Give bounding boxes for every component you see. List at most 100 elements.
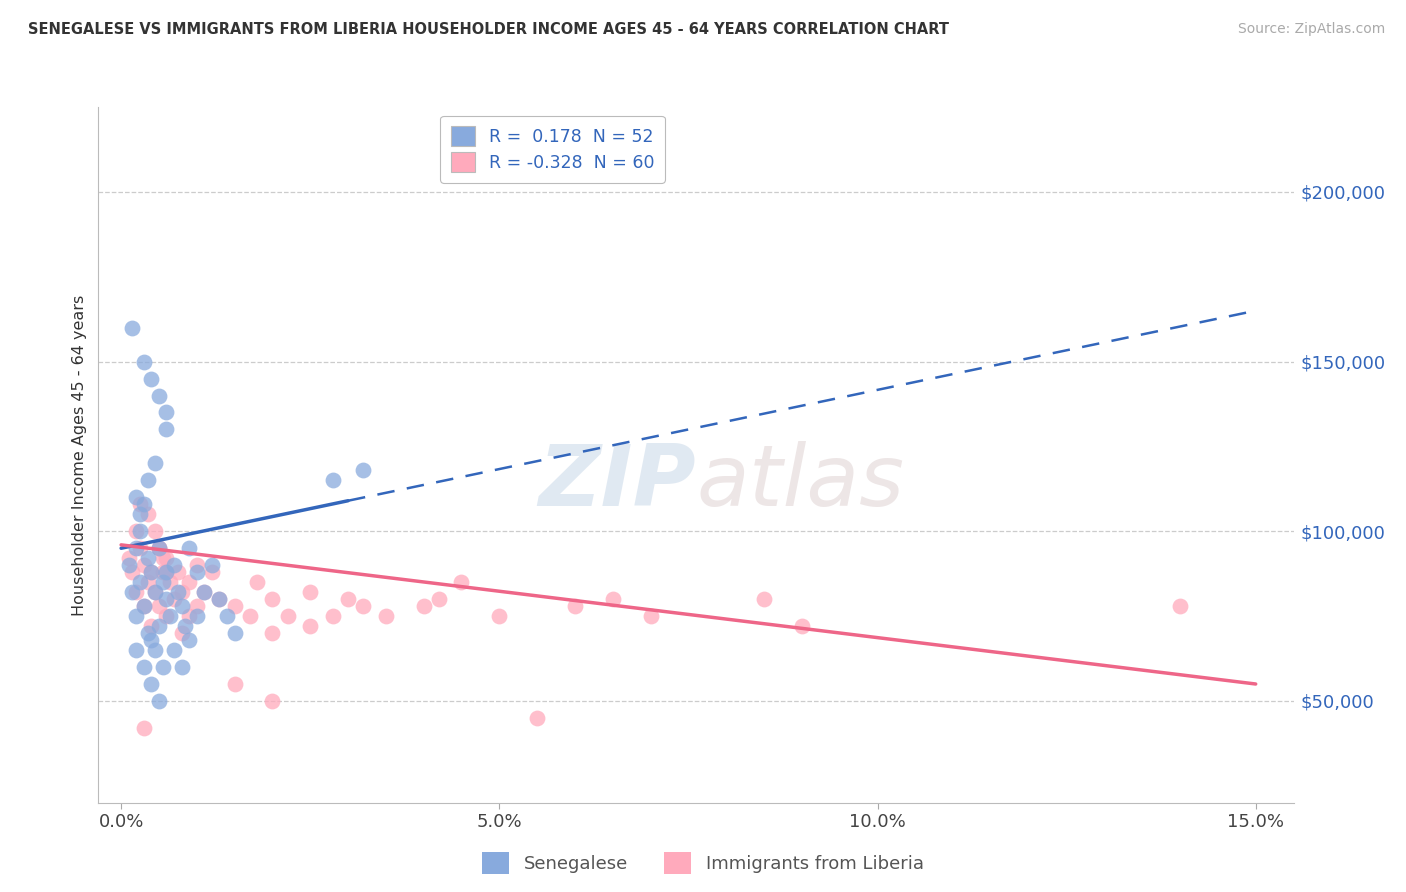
Point bbox=[170, 660, 193, 674]
Point bbox=[143, 524, 166, 539]
Point bbox=[224, 599, 246, 613]
Point bbox=[148, 541, 170, 556]
Point bbox=[193, 585, 215, 599]
Point bbox=[159, 575, 181, 590]
Point bbox=[166, 565, 188, 579]
Point bbox=[179, 541, 201, 556]
Point bbox=[179, 609, 201, 624]
Point bbox=[163, 643, 186, 657]
Point bbox=[299, 619, 322, 633]
Point bbox=[640, 609, 662, 624]
Point bbox=[152, 565, 174, 579]
Point bbox=[148, 694, 170, 708]
Point bbox=[201, 565, 224, 579]
Text: Source: ZipAtlas.com: Source: ZipAtlas.com bbox=[1237, 22, 1385, 37]
Point bbox=[125, 491, 148, 505]
Point bbox=[163, 592, 186, 607]
Point bbox=[121, 320, 143, 334]
Point bbox=[155, 609, 177, 624]
Point bbox=[155, 422, 177, 436]
Point bbox=[322, 609, 344, 624]
Point bbox=[132, 599, 155, 613]
Point bbox=[215, 609, 238, 624]
Point bbox=[132, 354, 155, 368]
Point bbox=[427, 592, 450, 607]
Point bbox=[155, 565, 177, 579]
Point bbox=[1168, 599, 1191, 613]
Text: atlas: atlas bbox=[696, 442, 904, 524]
Point bbox=[352, 599, 374, 613]
Point bbox=[125, 585, 148, 599]
Point bbox=[186, 609, 208, 624]
Point bbox=[129, 508, 152, 522]
Point bbox=[170, 626, 193, 640]
Point bbox=[299, 585, 322, 599]
Text: ZIP: ZIP bbox=[538, 442, 696, 524]
Point bbox=[186, 565, 208, 579]
Point bbox=[155, 405, 177, 419]
Point bbox=[129, 541, 152, 556]
Point bbox=[152, 660, 174, 674]
Point bbox=[602, 592, 624, 607]
Point bbox=[118, 551, 141, 566]
Point bbox=[488, 609, 510, 624]
Point bbox=[174, 619, 197, 633]
Point bbox=[132, 599, 155, 613]
Point bbox=[152, 575, 174, 590]
Point bbox=[125, 541, 148, 556]
Point bbox=[170, 585, 193, 599]
Point bbox=[262, 626, 284, 640]
Point bbox=[141, 632, 163, 647]
Point bbox=[186, 558, 208, 573]
Point bbox=[141, 565, 163, 579]
Point bbox=[246, 575, 269, 590]
Point bbox=[148, 619, 170, 633]
Point bbox=[337, 592, 360, 607]
Point bbox=[239, 609, 262, 624]
Point bbox=[374, 609, 396, 624]
Point bbox=[118, 558, 141, 573]
Point bbox=[193, 585, 215, 599]
Point bbox=[141, 677, 163, 691]
Point bbox=[526, 711, 548, 725]
Point bbox=[155, 592, 177, 607]
Point bbox=[412, 599, 434, 613]
Point bbox=[224, 626, 246, 640]
Point bbox=[262, 592, 284, 607]
Point bbox=[143, 585, 166, 599]
Point bbox=[148, 541, 170, 556]
Point bbox=[148, 599, 170, 613]
Point bbox=[276, 609, 298, 624]
Point bbox=[179, 632, 201, 647]
Legend: R =  0.178  N = 52, R = -0.328  N = 60: R = 0.178 N = 52, R = -0.328 N = 60 bbox=[440, 116, 665, 183]
Point bbox=[564, 599, 586, 613]
Point bbox=[132, 660, 155, 674]
Point bbox=[132, 721, 155, 735]
Point bbox=[143, 585, 166, 599]
Point bbox=[132, 497, 155, 511]
Point bbox=[450, 575, 472, 590]
Point bbox=[136, 551, 159, 566]
Point bbox=[179, 575, 201, 590]
Point bbox=[129, 575, 152, 590]
Point bbox=[121, 565, 143, 579]
Point bbox=[141, 565, 163, 579]
Point bbox=[208, 592, 231, 607]
Point bbox=[136, 474, 159, 488]
Point bbox=[790, 619, 813, 633]
Point bbox=[224, 677, 246, 691]
Point bbox=[136, 575, 159, 590]
Point bbox=[143, 457, 166, 471]
Point bbox=[141, 619, 163, 633]
Legend: Senegalese, Immigrants from Liberia: Senegalese, Immigrants from Liberia bbox=[475, 845, 931, 881]
Point bbox=[208, 592, 231, 607]
Text: SENEGALESE VS IMMIGRANTS FROM LIBERIA HOUSEHOLDER INCOME AGES 45 - 64 YEARS CORR: SENEGALESE VS IMMIGRANTS FROM LIBERIA HO… bbox=[28, 22, 949, 37]
Point bbox=[322, 474, 344, 488]
Point bbox=[752, 592, 775, 607]
Point bbox=[132, 558, 155, 573]
Point bbox=[129, 524, 152, 539]
Point bbox=[163, 558, 186, 573]
Point bbox=[201, 558, 224, 573]
Point bbox=[152, 551, 174, 566]
Y-axis label: Householder Income Ages 45 - 64 years: Householder Income Ages 45 - 64 years bbox=[72, 294, 87, 615]
